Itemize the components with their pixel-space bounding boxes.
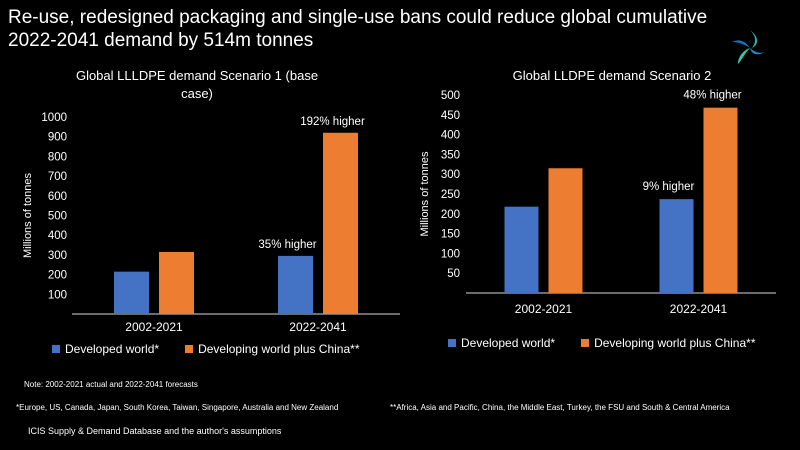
bar-developed-2002-2021 <box>504 206 539 293</box>
y-tick-label: 150 <box>441 229 460 241</box>
forecast-note: Note: 2002-2021 actual and 2022-2041 for… <box>24 380 198 389</box>
chart-title: Global LLDPE demand Scenario 2 <box>513 68 712 83</box>
y-tick-label: 100 <box>441 248 460 260</box>
legend-label-developed: Developed world* <box>461 336 556 350</box>
y-tick-label: 400 <box>441 130 460 142</box>
bar-developing-2022-2041 <box>703 107 738 293</box>
y-tick-label: 900 <box>48 132 67 144</box>
company-logo-icon <box>732 30 768 64</box>
legend-label-developing: Developing world plus China** <box>594 336 756 350</box>
legend-item-developed: Developed world* <box>52 342 159 356</box>
legend-swatch-developing <box>581 339 590 347</box>
bar-developed-2022-2041 <box>278 255 313 314</box>
y-tick-label: 300 <box>48 250 67 262</box>
legend-label-developed: Developed world* <box>65 342 160 356</box>
y-tick-label: 450 <box>441 110 460 122</box>
legend-swatch-developed <box>448 339 456 347</box>
bar-annotation: 48% higher <box>683 90 741 102</box>
source-note: ICIS Supply & Demand Database and the au… <box>28 426 282 436</box>
bar-annotation: 192% higher <box>300 116 365 128</box>
bar-developing-2002-2021 <box>159 251 194 314</box>
y-tick-label: 700 <box>48 171 67 183</box>
chart-title: case) <box>181 86 213 101</box>
legend-label-developing: Developing world plus China** <box>198 342 360 356</box>
y-tick-label: 600 <box>48 191 67 203</box>
bar-developing-2002-2021 <box>548 168 583 293</box>
x-category-label: 2022-2041 <box>670 302 728 316</box>
bar-developed-2022-2041 <box>659 199 694 293</box>
y-tick-label: 250 <box>441 189 460 201</box>
chart-title: Global LLLDPE demand Scenario 1 (base <box>76 68 318 83</box>
y-tick-label: 400 <box>48 230 67 242</box>
legend-item-developed: Developed world* <box>448 336 555 350</box>
y-tick-label: 500 <box>441 90 460 102</box>
y-tick-label: 800 <box>48 151 67 163</box>
legend-swatch-developed <box>52 345 60 353</box>
developing-footnote: **Africa, Asia and Pacific, China, the M… <box>390 403 730 412</box>
y-tick-label: 200 <box>48 270 67 282</box>
y-tick-label: 300 <box>441 169 460 181</box>
y-tick-label: 50 <box>447 268 460 280</box>
x-category-label: 2002-2021 <box>515 302 573 316</box>
chart-1-legend: Developed world* Developing world plus C… <box>52 342 386 356</box>
y-tick-label: 1000 <box>41 112 67 124</box>
chart-2-legend: Developed world* Developing world plus C… <box>448 336 782 350</box>
bar-annotation: 9% higher <box>643 181 695 193</box>
y-axis-label: Millions of tonnes <box>419 151 431 236</box>
y-tick-label: 500 <box>48 211 67 223</box>
x-category-label: 2022-2041 <box>289 320 347 334</box>
legend-item-developing: Developing world plus China** <box>185 342 360 356</box>
x-category-label: 2002-2021 <box>125 320 183 334</box>
y-tick-label: 350 <box>441 149 460 161</box>
bar-developed-2002-2021 <box>114 271 149 314</box>
legend-item-developing: Developing world plus China** <box>581 336 756 350</box>
bar-developing-2022-2041 <box>323 132 358 314</box>
y-tick-label: 100 <box>48 289 67 301</box>
y-axis-label: Millions of tonnes <box>22 173 34 258</box>
legend-swatch-developing <box>185 345 194 353</box>
page-title: Re-use, redesigned packaging and single-… <box>8 7 708 51</box>
developed-footnote: *Europe, US, Canada, Japan, South Korea,… <box>16 403 339 412</box>
y-tick-label: 200 <box>441 209 460 221</box>
bar-annotation: 35% higher <box>258 239 316 251</box>
